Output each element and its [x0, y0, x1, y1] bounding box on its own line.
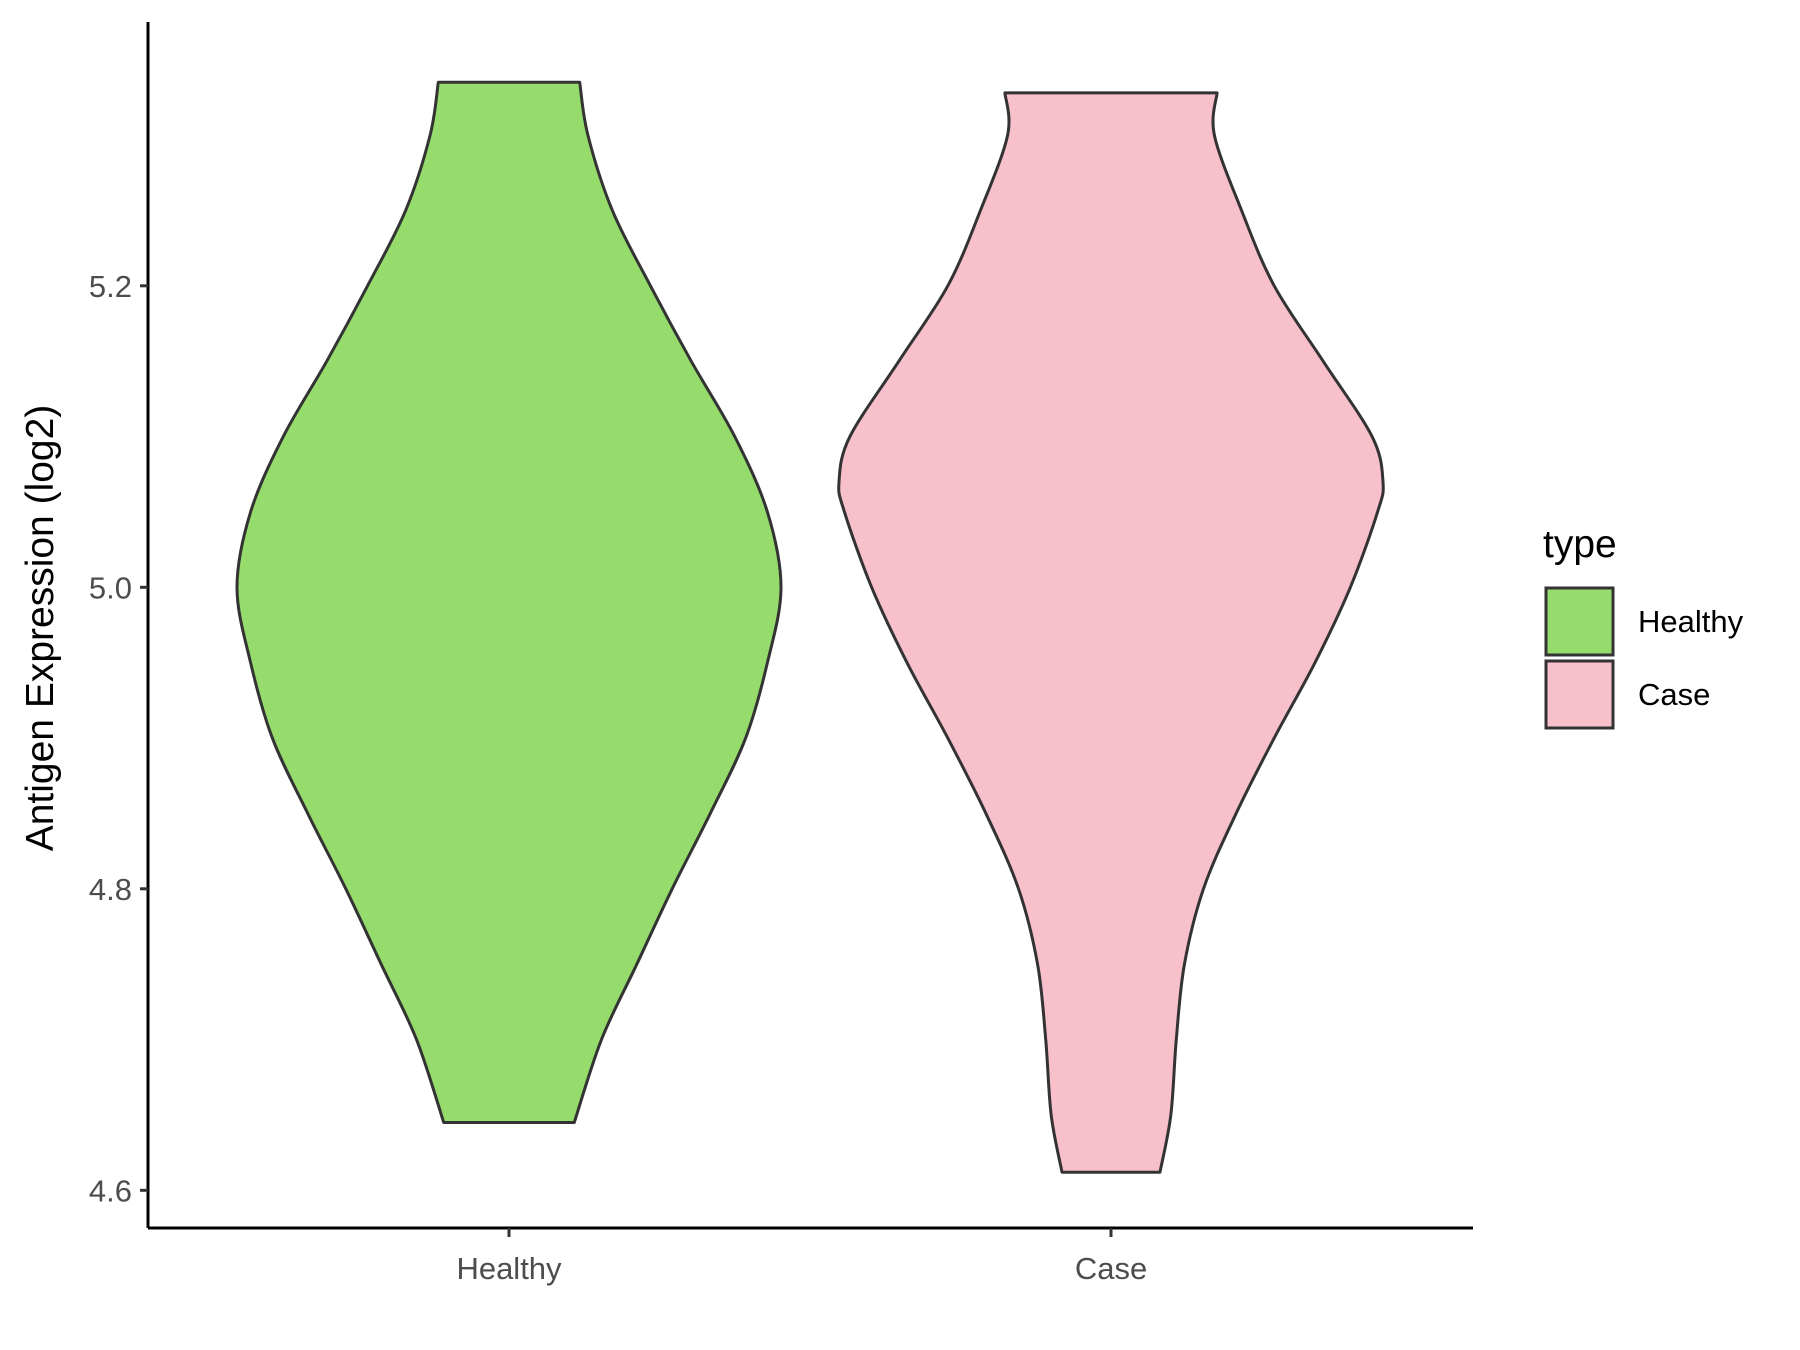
legend-label-healthy: Healthy: [1638, 604, 1744, 639]
violin-case: [837, 91, 1385, 1174]
legend-swatch-case: [1544, 659, 1615, 730]
y-tick-label: 4.6: [89, 1173, 132, 1208]
y-tick-label: 5.0: [89, 570, 132, 605]
legend-swatch-healthy: [1544, 586, 1615, 657]
violin-healthy: [235, 80, 783, 1124]
y-tick-label: 5.2: [89, 269, 132, 304]
legend-label-case: Case: [1638, 677, 1710, 712]
x-ticks: Healthy Case: [456, 1228, 1147, 1286]
x-tick-label: Case: [1075, 1251, 1147, 1286]
y-tick-label: 4.8: [89, 872, 132, 907]
violins-layer: [235, 80, 1385, 1174]
y-ticks: 4.6 4.8 5.0 5.2: [89, 269, 148, 1208]
legend: type Healthy Case: [1543, 523, 1744, 730]
x-tick-label: Healthy: [456, 1251, 562, 1286]
legend-title: type: [1543, 523, 1617, 566]
y-axis-title: Antigen Expression (log2): [19, 405, 62, 852]
